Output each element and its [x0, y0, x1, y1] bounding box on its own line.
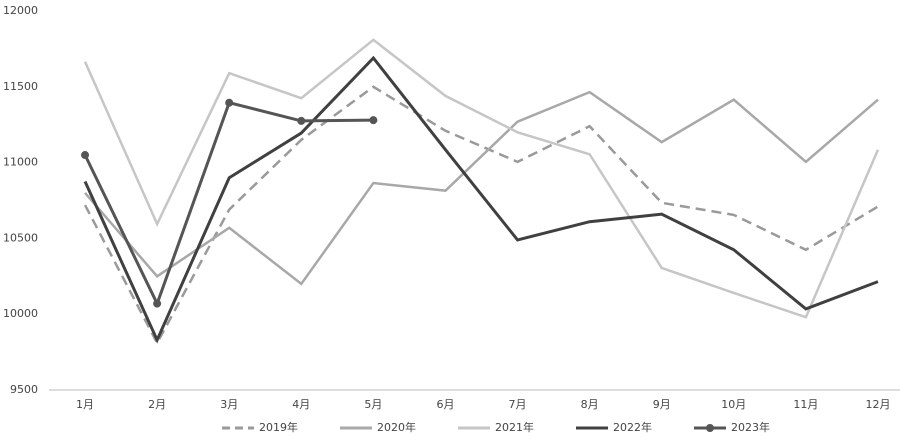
x-tick-label: 12月 [865, 398, 890, 411]
legend-label: 2022年 [613, 420, 652, 434]
legend-label: 2020年 [377, 420, 416, 434]
x-tick-label: 5月 [364, 398, 382, 411]
x-tick-label: 6月 [436, 398, 454, 411]
x-tick-label: 7月 [509, 398, 527, 411]
y-tick-label: 10000 [3, 307, 38, 320]
series-line [83, 55, 879, 344]
series-line [83, 38, 880, 319]
y-tick-label: 10500 [3, 231, 38, 244]
x-tick-label: 3月 [220, 398, 238, 411]
x-tick-label: 8月 [581, 398, 599, 411]
legend-label: 2023年 [731, 420, 770, 434]
series-marker [81, 151, 90, 160]
x-tick-label: 2月 [148, 398, 166, 411]
series-line [83, 85, 879, 346]
x-tick-label: 4月 [292, 398, 310, 411]
legend-marker [706, 424, 714, 432]
y-tick-label: 11000 [3, 156, 38, 169]
y-tick-label: 11500 [3, 80, 38, 93]
y-tick-label: 9500 [10, 383, 38, 396]
series-marker [369, 116, 378, 125]
legend-label: 2021年 [495, 420, 534, 434]
x-tick-label: 1月 [76, 398, 94, 411]
series-line [84, 90, 879, 286]
series-marker [225, 98, 234, 107]
legend-label: 2019年 [259, 420, 298, 434]
y-tick-label: 12000 [3, 4, 38, 17]
series-marker [153, 299, 162, 308]
x-tick-label: 11月 [793, 398, 818, 411]
series-marker [297, 116, 306, 125]
x-tick-label: 9月 [653, 398, 671, 411]
x-tick-label: 10月 [721, 398, 746, 411]
